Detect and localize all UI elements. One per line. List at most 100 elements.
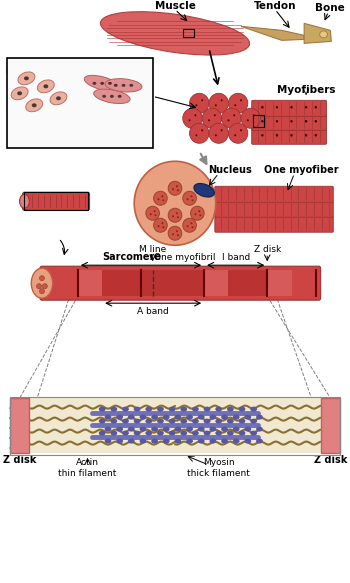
Ellipse shape: [198, 427, 205, 431]
Ellipse shape: [228, 120, 229, 121]
Ellipse shape: [40, 289, 44, 294]
Ellipse shape: [194, 213, 196, 215]
Bar: [253, 115, 264, 127]
Ellipse shape: [158, 198, 160, 200]
Ellipse shape: [229, 123, 248, 143]
Ellipse shape: [151, 438, 158, 444]
FancyBboxPatch shape: [215, 201, 333, 217]
Ellipse shape: [20, 194, 29, 208]
Ellipse shape: [305, 120, 307, 122]
Ellipse shape: [190, 206, 204, 220]
Ellipse shape: [183, 218, 196, 232]
Ellipse shape: [253, 114, 255, 116]
Ellipse shape: [37, 80, 54, 93]
Ellipse shape: [186, 427, 193, 431]
Ellipse shape: [32, 103, 37, 107]
Text: Z disk: Z disk: [314, 455, 347, 465]
Ellipse shape: [192, 419, 199, 424]
Ellipse shape: [199, 214, 201, 216]
Ellipse shape: [215, 431, 222, 436]
Ellipse shape: [276, 120, 278, 122]
FancyBboxPatch shape: [10, 398, 340, 453]
Ellipse shape: [290, 120, 293, 122]
FancyBboxPatch shape: [267, 270, 292, 296]
Ellipse shape: [157, 406, 164, 412]
Ellipse shape: [128, 415, 135, 420]
Text: I band: I band: [222, 252, 250, 262]
Ellipse shape: [209, 415, 216, 420]
Ellipse shape: [239, 431, 245, 436]
Ellipse shape: [209, 427, 216, 431]
Ellipse shape: [118, 95, 121, 98]
Ellipse shape: [227, 431, 234, 436]
Text: Z disk: Z disk: [3, 455, 36, 465]
Ellipse shape: [122, 406, 129, 412]
Ellipse shape: [122, 419, 129, 424]
Ellipse shape: [26, 99, 43, 112]
Ellipse shape: [261, 120, 264, 122]
Ellipse shape: [151, 427, 158, 431]
Ellipse shape: [99, 431, 106, 436]
Ellipse shape: [186, 438, 193, 444]
FancyBboxPatch shape: [102, 270, 204, 296]
Ellipse shape: [175, 415, 181, 420]
Ellipse shape: [222, 108, 241, 128]
Ellipse shape: [221, 415, 228, 420]
Ellipse shape: [151, 415, 158, 420]
Ellipse shape: [18, 72, 35, 85]
Ellipse shape: [239, 406, 245, 412]
Ellipse shape: [161, 222, 163, 224]
Ellipse shape: [261, 134, 264, 136]
Text: One myofiber: One myofiber: [264, 165, 338, 175]
Text: Muscle: Muscle: [155, 1, 195, 12]
Ellipse shape: [140, 415, 146, 420]
Ellipse shape: [198, 415, 205, 420]
Ellipse shape: [154, 210, 156, 212]
Ellipse shape: [180, 406, 187, 412]
Text: M line: M line: [139, 245, 166, 254]
Ellipse shape: [134, 419, 141, 424]
Ellipse shape: [169, 406, 175, 412]
Ellipse shape: [100, 82, 104, 85]
Ellipse shape: [163, 427, 170, 431]
Ellipse shape: [256, 415, 263, 420]
Ellipse shape: [234, 104, 236, 106]
PathPatch shape: [304, 23, 331, 43]
PathPatch shape: [241, 26, 304, 40]
Ellipse shape: [215, 134, 217, 136]
Ellipse shape: [201, 129, 203, 131]
Ellipse shape: [162, 199, 164, 201]
Ellipse shape: [209, 438, 216, 444]
Ellipse shape: [176, 230, 178, 232]
Ellipse shape: [116, 438, 123, 444]
Ellipse shape: [201, 99, 203, 101]
Ellipse shape: [145, 431, 152, 436]
Ellipse shape: [180, 419, 187, 424]
Ellipse shape: [175, 438, 181, 444]
Ellipse shape: [163, 415, 170, 420]
Ellipse shape: [190, 93, 209, 113]
Ellipse shape: [276, 134, 278, 136]
Ellipse shape: [290, 106, 293, 108]
FancyBboxPatch shape: [215, 216, 333, 232]
Ellipse shape: [99, 406, 106, 412]
Ellipse shape: [241, 108, 260, 128]
Ellipse shape: [157, 431, 164, 436]
Ellipse shape: [145, 406, 152, 412]
Ellipse shape: [247, 120, 249, 121]
Ellipse shape: [172, 233, 174, 235]
Ellipse shape: [121, 84, 126, 87]
Ellipse shape: [204, 431, 210, 436]
Ellipse shape: [140, 427, 146, 431]
Ellipse shape: [24, 76, 29, 80]
Ellipse shape: [202, 108, 222, 128]
Ellipse shape: [214, 114, 216, 116]
Ellipse shape: [250, 431, 257, 436]
Ellipse shape: [116, 427, 123, 431]
Ellipse shape: [43, 85, 48, 88]
Ellipse shape: [183, 191, 196, 205]
Ellipse shape: [128, 427, 135, 431]
Ellipse shape: [110, 431, 117, 436]
Ellipse shape: [250, 419, 257, 424]
Text: Nucleus: Nucleus: [209, 165, 252, 175]
